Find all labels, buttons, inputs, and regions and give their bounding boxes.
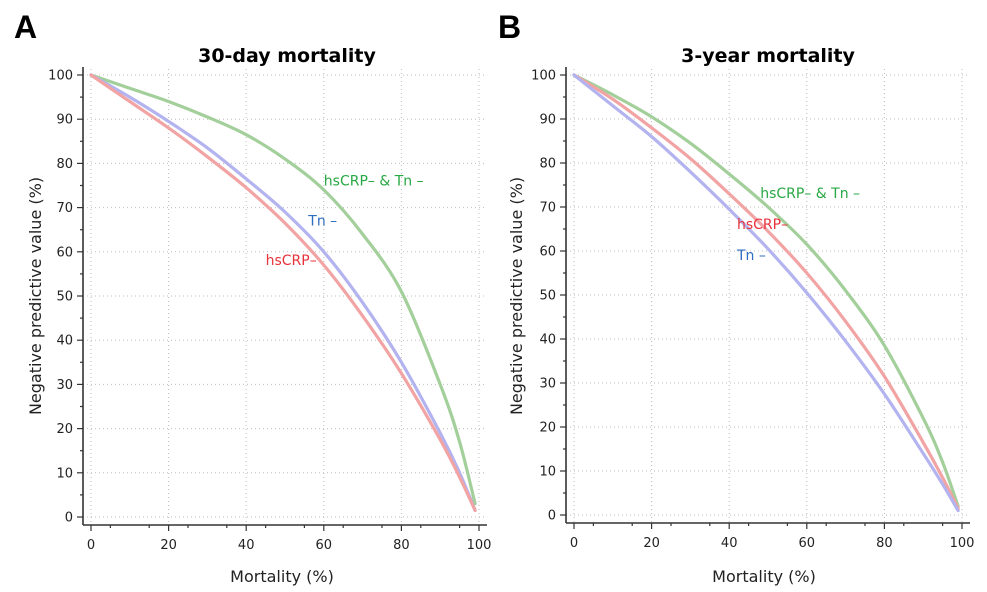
panel-b-series-hscrp-line xyxy=(572,73,960,510)
panel-b-y-tick-label: 10 xyxy=(539,465,556,480)
panel-a-x-tick-label: 100 xyxy=(467,538,492,553)
panel-a-title: 30-day mortality xyxy=(198,45,376,67)
panel-a-y-tick-label: 60 xyxy=(56,245,73,260)
panel-b-y-tick-label: 0 xyxy=(548,509,556,524)
panel-a-series-hscrp-tn-line xyxy=(89,73,477,506)
panel-b-series-hscrp-tn-line xyxy=(572,73,960,508)
panel-a-x-tick-label: 20 xyxy=(160,538,177,553)
panel-b-y-tick-label: 30 xyxy=(539,377,556,392)
panel-b-letter: B xyxy=(498,9,521,45)
panel-a-series-label-tn: Tn – xyxy=(307,213,337,229)
panel-b-y-tick-label: 60 xyxy=(539,245,556,260)
panel-a-y-tick-label: 90 xyxy=(56,113,73,128)
panel-a-y-tick-label: 0 xyxy=(65,511,73,526)
panel-a-x-axis-label: Mortality (%) xyxy=(230,567,334,586)
panel-b-series-tn-line xyxy=(572,73,960,513)
panel-b-x-tick-label: 100 xyxy=(950,536,975,551)
panel-a-x-tick-label: 60 xyxy=(316,538,333,553)
panel-a-letter: A xyxy=(14,9,37,45)
panel-a-y-tick-label: 40 xyxy=(56,334,73,349)
panel-b-x-tick-label: 20 xyxy=(643,536,660,551)
panel-b-x-tick-label: 60 xyxy=(799,536,816,551)
panel-a-series-label-hscrp-tn: hsCRP– & Tn – xyxy=(324,174,424,190)
panel-b-series-label-hscrp-tn: hsCRP– & Tn – xyxy=(760,186,860,202)
panel-a-series-label-hscrp: hsCRP– xyxy=(266,253,317,269)
panel-b-y-tick-label: 90 xyxy=(539,113,556,128)
panel-b-chart: B 3-year mortality 0 20 40 60 80 100 0 10 20 30 40… xyxy=(498,9,974,586)
panel-a-series-hscrp-line xyxy=(89,73,477,512)
panel-a-y-tick-label: 30 xyxy=(56,378,73,393)
panel-b-y-tick-label: 20 xyxy=(539,421,556,436)
panel-b-y-tick-label: 40 xyxy=(539,333,556,348)
panel-b-series-label-hscrp: hsCRP– xyxy=(737,217,788,233)
panel-b-y-tick-label: 70 xyxy=(539,201,556,216)
panel-b-x-axis-label: Mortality (%) xyxy=(712,567,816,586)
panel-a-y-tick-label: 20 xyxy=(56,422,73,437)
panel-a-x-tick-label: 80 xyxy=(393,538,410,553)
panel-b-series-label-tn: Tn – xyxy=(736,248,766,264)
panel-a-y-tick-label: 100 xyxy=(48,69,73,84)
panel-a-y-axis-label: Negative predictive value (%) xyxy=(26,177,45,415)
panel-a-y-tick-label: 50 xyxy=(56,290,73,305)
panel-a-y-tick-label: 80 xyxy=(56,157,73,172)
panel-a-y-tick-label: 10 xyxy=(56,466,73,481)
panel-b-y-tick-label: 100 xyxy=(531,69,556,84)
panel-b-x-tick-label: 40 xyxy=(721,536,738,551)
panel-a-x-tick-label: 40 xyxy=(238,538,255,553)
panel-a-y-tick-label: 70 xyxy=(56,201,73,216)
panel-a-x-tick-label: 0 xyxy=(87,538,95,553)
panel-b-y-tick-label: 80 xyxy=(539,157,556,172)
panel-a-chart: A 30-day mortality 0 20 40 60 80 100 0 10 20 30 40… xyxy=(14,9,491,586)
panel-b-title: 3-year mortality xyxy=(681,45,855,67)
panel-a-series-tn-line xyxy=(89,73,477,512)
panel-b-y-axis-label: Negative predictive value (%) xyxy=(507,177,526,415)
panel-b-x-tick-label: 80 xyxy=(876,536,893,551)
panel-b-y-tick-label: 50 xyxy=(539,289,556,304)
panel-b-x-tick-label: 0 xyxy=(570,536,578,551)
